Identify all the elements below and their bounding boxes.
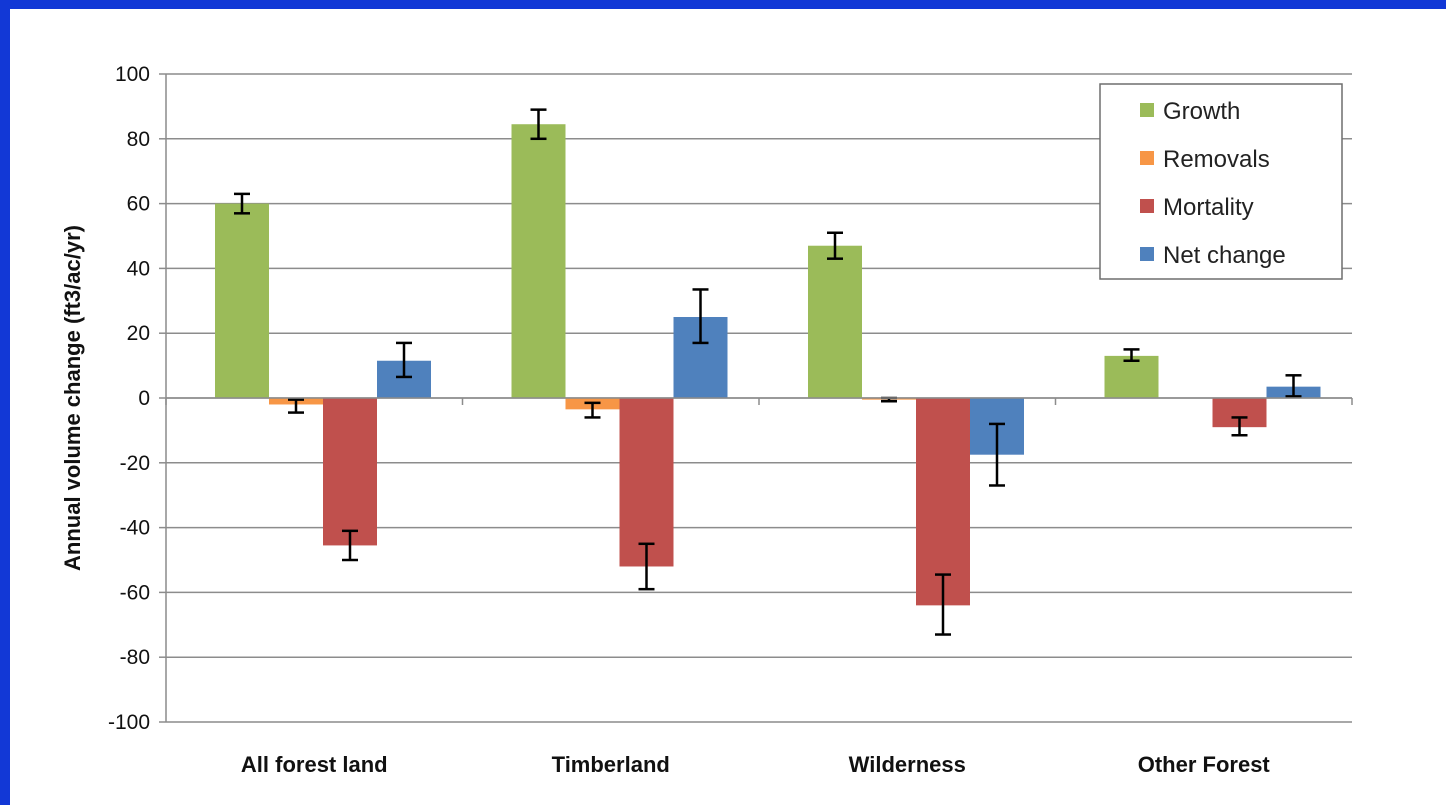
legend-swatch-mortality — [1140, 199, 1154, 213]
y-axis-title: Annual volume change (ft3/ac/yr) — [60, 225, 85, 571]
legend-swatch-growth — [1140, 103, 1154, 117]
bar-growth — [215, 203, 269, 398]
y-tick-label: 20 — [127, 322, 150, 345]
bar-growth — [1104, 355, 1159, 398]
y-tick-label: -100 — [108, 711, 150, 734]
bar-growth — [808, 245, 862, 398]
bar-chart: 100 80 60 40 20 0 -20 -40 -60 -80 -100 All forest l… — [60, 63, 1353, 777]
bar-growth — [511, 124, 566, 398]
bar-mortality — [619, 398, 674, 567]
chart-panel: 100 80 60 40 20 0 -20 -40 -60 -80 -100 All forest l… — [10, 9, 1446, 805]
legend-label-mortality: Mortality — [1163, 194, 1254, 221]
category-label: All forest land — [241, 752, 388, 777]
legend-label-growth: Growth — [1163, 98, 1240, 125]
legend-swatch-net-change — [1140, 247, 1154, 261]
y-tick-label: -20 — [120, 452, 150, 475]
y-tick-label: 80 — [127, 128, 150, 151]
bar-mortality — [916, 398, 970, 606]
y-tick-label: 0 — [138, 387, 150, 410]
legend-label-removals: Removals — [1163, 146, 1270, 173]
legend-label-net-change: Net change — [1163, 242, 1286, 269]
y-tick-label: -60 — [120, 581, 150, 604]
y-tick-label: -40 — [120, 517, 150, 540]
y-tick-label: -80 — [120, 646, 150, 669]
category-label: Timberland — [552, 752, 670, 777]
y-tick-label: 60 — [127, 193, 150, 216]
bar-mortality — [323, 398, 377, 546]
legend-swatch-removals — [1140, 151, 1154, 165]
category-label: Other Forest — [1138, 752, 1271, 777]
y-tick-label: 100 — [115, 63, 150, 86]
y-tick-label: 40 — [127, 257, 150, 280]
category-label: Wilderness — [849, 752, 966, 777]
